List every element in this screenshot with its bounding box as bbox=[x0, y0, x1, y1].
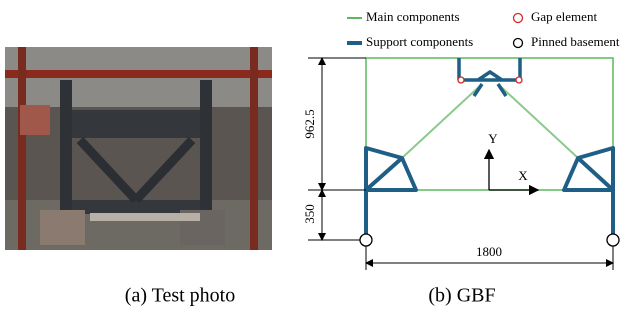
dimension-label: 962.5 bbox=[302, 109, 317, 138]
legend-swatch bbox=[514, 14, 523, 23]
axis-label: Y bbox=[488, 131, 498, 146]
legend-label: Gap element bbox=[531, 9, 597, 24]
dimension-label: 350 bbox=[302, 204, 317, 224]
test-photo bbox=[5, 47, 272, 250]
caption: (b) GBF bbox=[428, 285, 495, 307]
figure: (a) Test photo (b) GBF Main components G… bbox=[0, 0, 628, 309]
legend-swatch bbox=[514, 39, 523, 48]
dimension-label: 1800 bbox=[476, 244, 502, 259]
legend-label: Support components bbox=[366, 34, 473, 49]
legend-label: Main components bbox=[366, 9, 460, 24]
axis-label: X bbox=[518, 168, 528, 183]
dimension-lines bbox=[308, 58, 613, 270]
caption: (a) Test photo bbox=[125, 285, 235, 307]
legend-label: Pinned basement bbox=[531, 34, 620, 49]
